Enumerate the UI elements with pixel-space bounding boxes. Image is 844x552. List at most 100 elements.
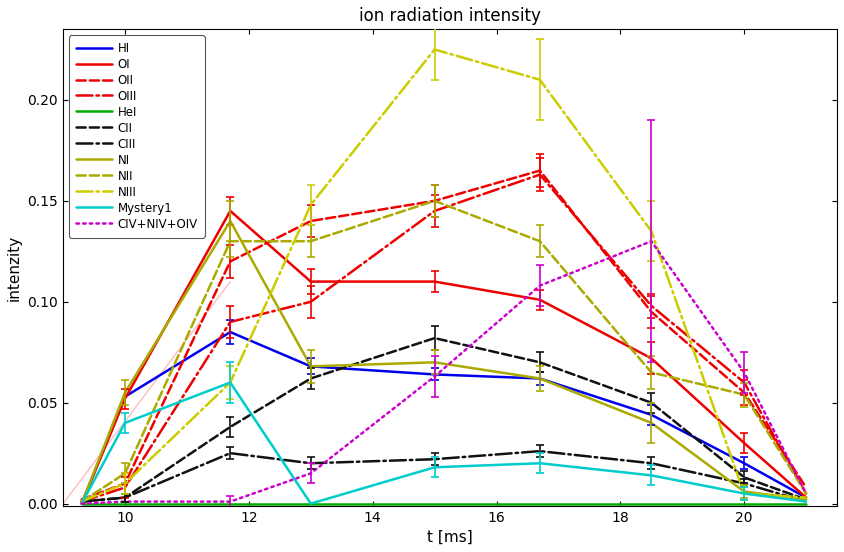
NIII bbox=[739, 490, 749, 497]
HeI bbox=[306, 500, 316, 507]
CIV+NIV+OIV bbox=[430, 373, 440, 380]
HeI bbox=[225, 500, 235, 507]
NII bbox=[77, 498, 87, 505]
HI bbox=[739, 460, 749, 466]
NI bbox=[801, 496, 811, 503]
Mystery1 bbox=[739, 490, 749, 497]
CIV+NIV+OIV bbox=[739, 369, 749, 376]
Line: Mystery1: Mystery1 bbox=[82, 383, 806, 503]
CIII bbox=[739, 480, 749, 487]
Mystery1 bbox=[535, 460, 545, 466]
Line: HI: HI bbox=[82, 332, 806, 503]
HI bbox=[120, 394, 130, 400]
OI bbox=[430, 278, 440, 285]
Line: CII: CII bbox=[82, 338, 806, 502]
HI bbox=[306, 363, 316, 370]
Line: OIII: OIII bbox=[82, 174, 806, 502]
NI bbox=[535, 375, 545, 382]
HI bbox=[801, 494, 811, 501]
CIV+NIV+OIV bbox=[77, 500, 87, 507]
OII bbox=[801, 484, 811, 491]
CIII bbox=[120, 494, 130, 501]
CIII bbox=[77, 498, 87, 505]
Y-axis label: intenzity: intenzity bbox=[7, 235, 22, 301]
CII bbox=[225, 423, 235, 430]
CIII bbox=[535, 448, 545, 454]
OII bbox=[647, 309, 657, 315]
NIII bbox=[535, 76, 545, 83]
NII bbox=[647, 369, 657, 376]
OI bbox=[647, 355, 657, 362]
CII bbox=[647, 400, 657, 406]
HeI bbox=[430, 500, 440, 507]
HeI bbox=[77, 500, 87, 507]
Line: NII: NII bbox=[82, 201, 806, 502]
OIII bbox=[120, 484, 130, 491]
Mystery1 bbox=[801, 498, 811, 505]
NII bbox=[535, 238, 545, 245]
HI bbox=[535, 375, 545, 382]
Mystery1 bbox=[77, 500, 87, 507]
OI bbox=[739, 440, 749, 447]
Line: NI: NI bbox=[82, 221, 806, 503]
HeI bbox=[801, 500, 811, 507]
OIII bbox=[647, 302, 657, 309]
OII bbox=[306, 217, 316, 224]
OIII bbox=[739, 379, 749, 386]
OII bbox=[535, 167, 545, 174]
NII bbox=[306, 238, 316, 245]
HI bbox=[225, 329, 235, 336]
HI bbox=[430, 371, 440, 378]
NIII bbox=[430, 46, 440, 53]
NIII bbox=[77, 498, 87, 505]
CIV+NIV+OIV bbox=[120, 498, 130, 505]
CIII bbox=[306, 460, 316, 466]
NI bbox=[306, 363, 316, 370]
OIII bbox=[430, 208, 440, 214]
OII bbox=[225, 258, 235, 265]
CIII bbox=[801, 498, 811, 505]
OIII bbox=[225, 319, 235, 325]
CIV+NIV+OIV bbox=[647, 238, 657, 245]
OI bbox=[225, 208, 235, 214]
CIV+NIV+OIV bbox=[535, 282, 545, 289]
CII bbox=[77, 498, 87, 505]
NI bbox=[430, 359, 440, 365]
Mystery1 bbox=[430, 464, 440, 471]
CIV+NIV+OIV bbox=[225, 498, 235, 505]
HeI bbox=[535, 500, 545, 507]
HeI bbox=[647, 500, 657, 507]
OI bbox=[801, 494, 811, 501]
Line: CIII: CIII bbox=[82, 451, 806, 502]
X-axis label: t [ms]: t [ms] bbox=[427, 530, 473, 545]
OI bbox=[535, 296, 545, 303]
NI bbox=[225, 217, 235, 224]
HI bbox=[647, 411, 657, 418]
NII bbox=[739, 391, 749, 398]
OII bbox=[430, 198, 440, 204]
HeI bbox=[120, 500, 130, 507]
CII bbox=[306, 375, 316, 382]
CIV+NIV+OIV bbox=[306, 470, 316, 477]
OII bbox=[739, 389, 749, 396]
NII bbox=[430, 198, 440, 204]
CIII bbox=[430, 456, 440, 463]
NI bbox=[739, 488, 749, 495]
OI bbox=[77, 500, 87, 507]
Mystery1 bbox=[306, 500, 316, 507]
OIII bbox=[306, 299, 316, 305]
OIII bbox=[77, 498, 87, 505]
Mystery1 bbox=[120, 420, 130, 426]
OIII bbox=[801, 490, 811, 497]
NI bbox=[647, 420, 657, 426]
CII bbox=[430, 335, 440, 342]
NII bbox=[225, 238, 235, 245]
NII bbox=[120, 470, 130, 477]
NIII bbox=[225, 379, 235, 386]
NIII bbox=[801, 494, 811, 501]
Line: OII: OII bbox=[82, 171, 806, 500]
OIII bbox=[535, 171, 545, 178]
NI bbox=[77, 500, 87, 507]
OII bbox=[120, 480, 130, 487]
OII bbox=[77, 496, 87, 503]
